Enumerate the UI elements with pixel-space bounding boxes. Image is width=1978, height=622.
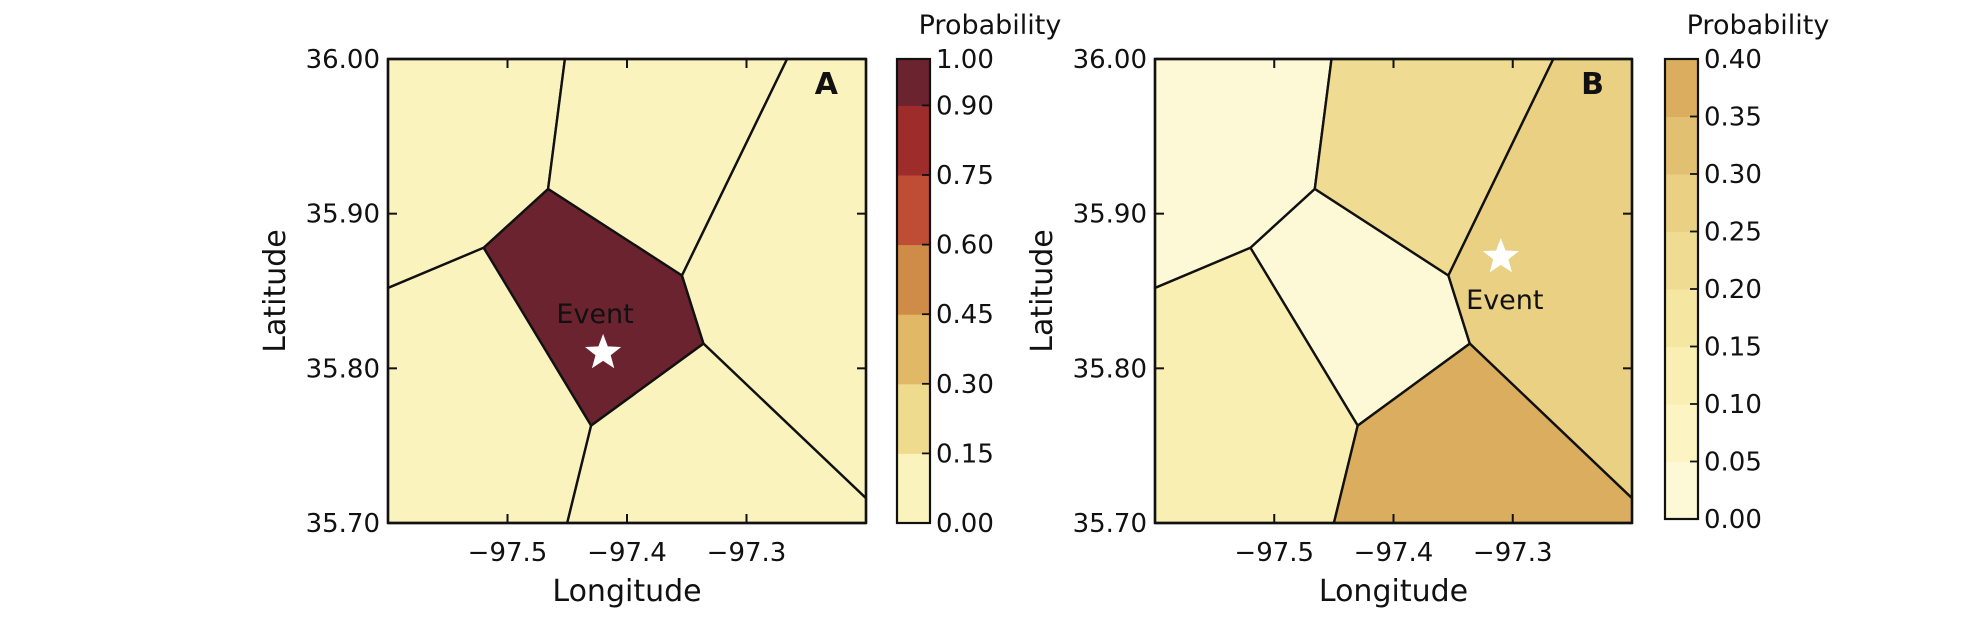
y-axis-label: Latitude bbox=[258, 229, 293, 352]
colorbar-swatch bbox=[1665, 289, 1698, 347]
x-axis-label: Longitude bbox=[552, 574, 701, 609]
colorbar-swatch bbox=[1665, 174, 1698, 232]
colorbar-title: Probability bbox=[919, 10, 1062, 41]
x-tick-label: −97.3 bbox=[1473, 538, 1553, 568]
colorbar-frame bbox=[895, 57, 932, 525]
colorbar-swatch bbox=[1665, 346, 1698, 405]
colorbar: 0.00 0.05 0.10 0.15 0.20 0.25 0.30 0.35 0.40 Prob… bbox=[1663, 10, 1830, 535]
colorbar-tick-label: 1.00 bbox=[936, 45, 994, 75]
colorbar-tick-label: 0.30 bbox=[936, 370, 994, 400]
colorbar-tick-label: 0.05 bbox=[1704, 448, 1762, 478]
colorbar-tick-label: 0.30 bbox=[1704, 160, 1762, 190]
colorbar-tick-label: 0.60 bbox=[936, 231, 994, 261]
panel-label: A bbox=[815, 67, 839, 102]
colorbar-swatch bbox=[1665, 231, 1698, 290]
colorbar-tick-label: 0.00 bbox=[936, 509, 994, 539]
colorbar-tick-label: 0.35 bbox=[1704, 103, 1762, 133]
colorbar-swatch bbox=[897, 453, 930, 524]
colorbar-swatch bbox=[897, 175, 930, 246]
colorbar-swatch bbox=[897, 314, 930, 385]
y-tick-label: 36.00 bbox=[1073, 45, 1147, 75]
colorbar-swatch bbox=[897, 105, 930, 176]
event-star-icon bbox=[1482, 238, 1519, 273]
colorbar-swatch bbox=[897, 383, 930, 454]
colorbar-swatch bbox=[897, 59, 930, 106]
y-tick-label: 36.00 bbox=[306, 45, 380, 75]
y-tick-label: 35.90 bbox=[306, 200, 380, 230]
colorbar-swatch bbox=[1665, 461, 1698, 520]
colorbar-tick-label: 0.45 bbox=[936, 300, 994, 330]
colorbar-tick-label: 0.75 bbox=[936, 161, 994, 191]
y-tick-label: 35.70 bbox=[1073, 509, 1147, 539]
colorbar-swatch bbox=[1665, 404, 1698, 462]
colorbar-title: Probability bbox=[1687, 10, 1830, 41]
colorbar-tick-label: 0.15 bbox=[1704, 333, 1762, 363]
y-tick-label: 35.90 bbox=[1073, 200, 1147, 230]
event-label: Event bbox=[1466, 285, 1543, 316]
y-tick-label: 35.80 bbox=[306, 354, 380, 384]
y-axis-label: Latitude bbox=[1025, 229, 1060, 352]
y-tick-label: 35.70 bbox=[306, 509, 380, 539]
event-star-icon bbox=[585, 333, 622, 369]
colorbar-tick-label: 0.20 bbox=[1704, 275, 1762, 305]
x-tick-label: −97.3 bbox=[707, 538, 787, 568]
colorbar-swatch bbox=[897, 244, 930, 315]
x-axis-label: Longitude bbox=[1319, 574, 1468, 609]
x-tick-label: −97.4 bbox=[1354, 538, 1434, 568]
x-tick-label: −97.4 bbox=[587, 538, 667, 568]
colorbar-swatch bbox=[1665, 116, 1698, 175]
colorbar-tick-label: 0.10 bbox=[1704, 390, 1762, 420]
colorbar-tick-label: 0.25 bbox=[1704, 218, 1762, 248]
panel-a: −97.5 −97.4 −97.3 35.70 35.80 35.90 36.00 Longi… bbox=[258, 10, 1061, 609]
y-tick-label: 35.80 bbox=[1073, 354, 1147, 384]
colorbar-swatch bbox=[1665, 59, 1698, 117]
colorbar-tick-label: 0.40 bbox=[1704, 45, 1762, 75]
colorbar-tick-label: 0.00 bbox=[1704, 505, 1762, 535]
colorbar-tick-label: 0.90 bbox=[936, 91, 994, 121]
panel-b: −97.5 −97.4 −97.3 35.70 35.80 35.90 36.00 Longi… bbox=[1025, 10, 1829, 609]
colorbar-tick-label: 0.15 bbox=[936, 439, 994, 469]
panel-label: B bbox=[1581, 67, 1604, 102]
event-label: Event bbox=[556, 299, 633, 330]
x-tick-label: −97.5 bbox=[1234, 538, 1314, 568]
x-tick-label: −97.5 bbox=[468, 538, 548, 568]
colorbar: 0.00 0.15 0.30 0.45 0.60 0.75 0.90 1.00 Probabil… bbox=[895, 10, 1062, 539]
